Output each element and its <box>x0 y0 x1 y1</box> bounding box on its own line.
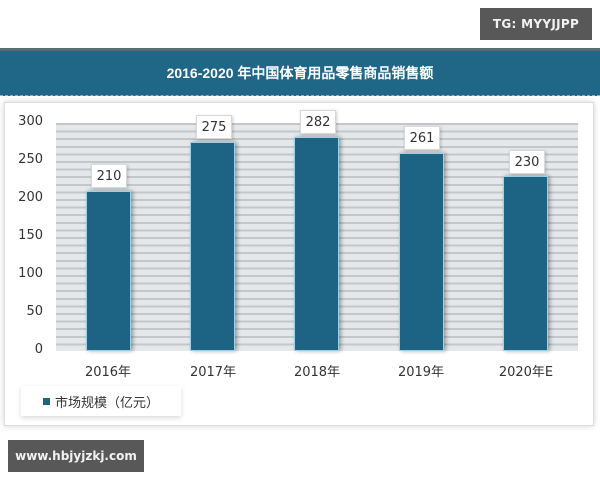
bar-2018[interactable] <box>294 136 339 351</box>
bar-2020e[interactable] <box>503 176 548 351</box>
bar-2016[interactable] <box>86 191 131 351</box>
y-tick-100: 100 <box>18 266 43 281</box>
data-label-2017: 275 <box>196 115 232 139</box>
y-tick-250: 250 <box>18 152 43 167</box>
data-label-2020e: 230 <box>509 150 545 174</box>
x-label-2019: 2019年 <box>397 365 445 380</box>
legend-swatch-icon <box>43 397 50 405</box>
chart-legend: 市场规模（亿元） <box>21 386 181 416</box>
data-label-2016: 210 <box>91 164 127 188</box>
watermark-url: www.hbjyjzkj.com <box>8 440 144 472</box>
data-label-2018: 282 <box>300 110 336 134</box>
y-tick-300: 300 <box>18 114 43 129</box>
x-label-2020e: 2020年E <box>498 365 554 380</box>
y-tick-150: 150 <box>18 228 43 243</box>
chart-card: 300 250 200 150 100 50 0 210 275 282 261… <box>4 102 594 426</box>
plot-area: 210 275 282 261 230 <box>56 110 578 351</box>
bar-2017[interactable] <box>190 142 235 351</box>
data-label-2019: 261 <box>404 126 440 150</box>
y-tick-0: 0 <box>34 342 43 357</box>
watermark-tg: TG: MYYJJPP <box>480 8 592 40</box>
x-label-2016: 2016年 <box>84 365 132 380</box>
y-tick-200: 200 <box>18 190 43 205</box>
legend-label: 市场规模（亿元） <box>55 395 160 411</box>
chart-header: 2016-2020 年中国体育用品零售商品销售额 <box>0 48 600 96</box>
y-tick-50: 50 <box>26 304 43 319</box>
x-label-2017: 2017年 <box>189 365 237 380</box>
bar-2019[interactable] <box>399 152 444 351</box>
x-label-2018: 2018年 <box>293 365 341 380</box>
chart-title: 2016-2020 年中国体育用品零售商品销售额 <box>166 65 434 81</box>
